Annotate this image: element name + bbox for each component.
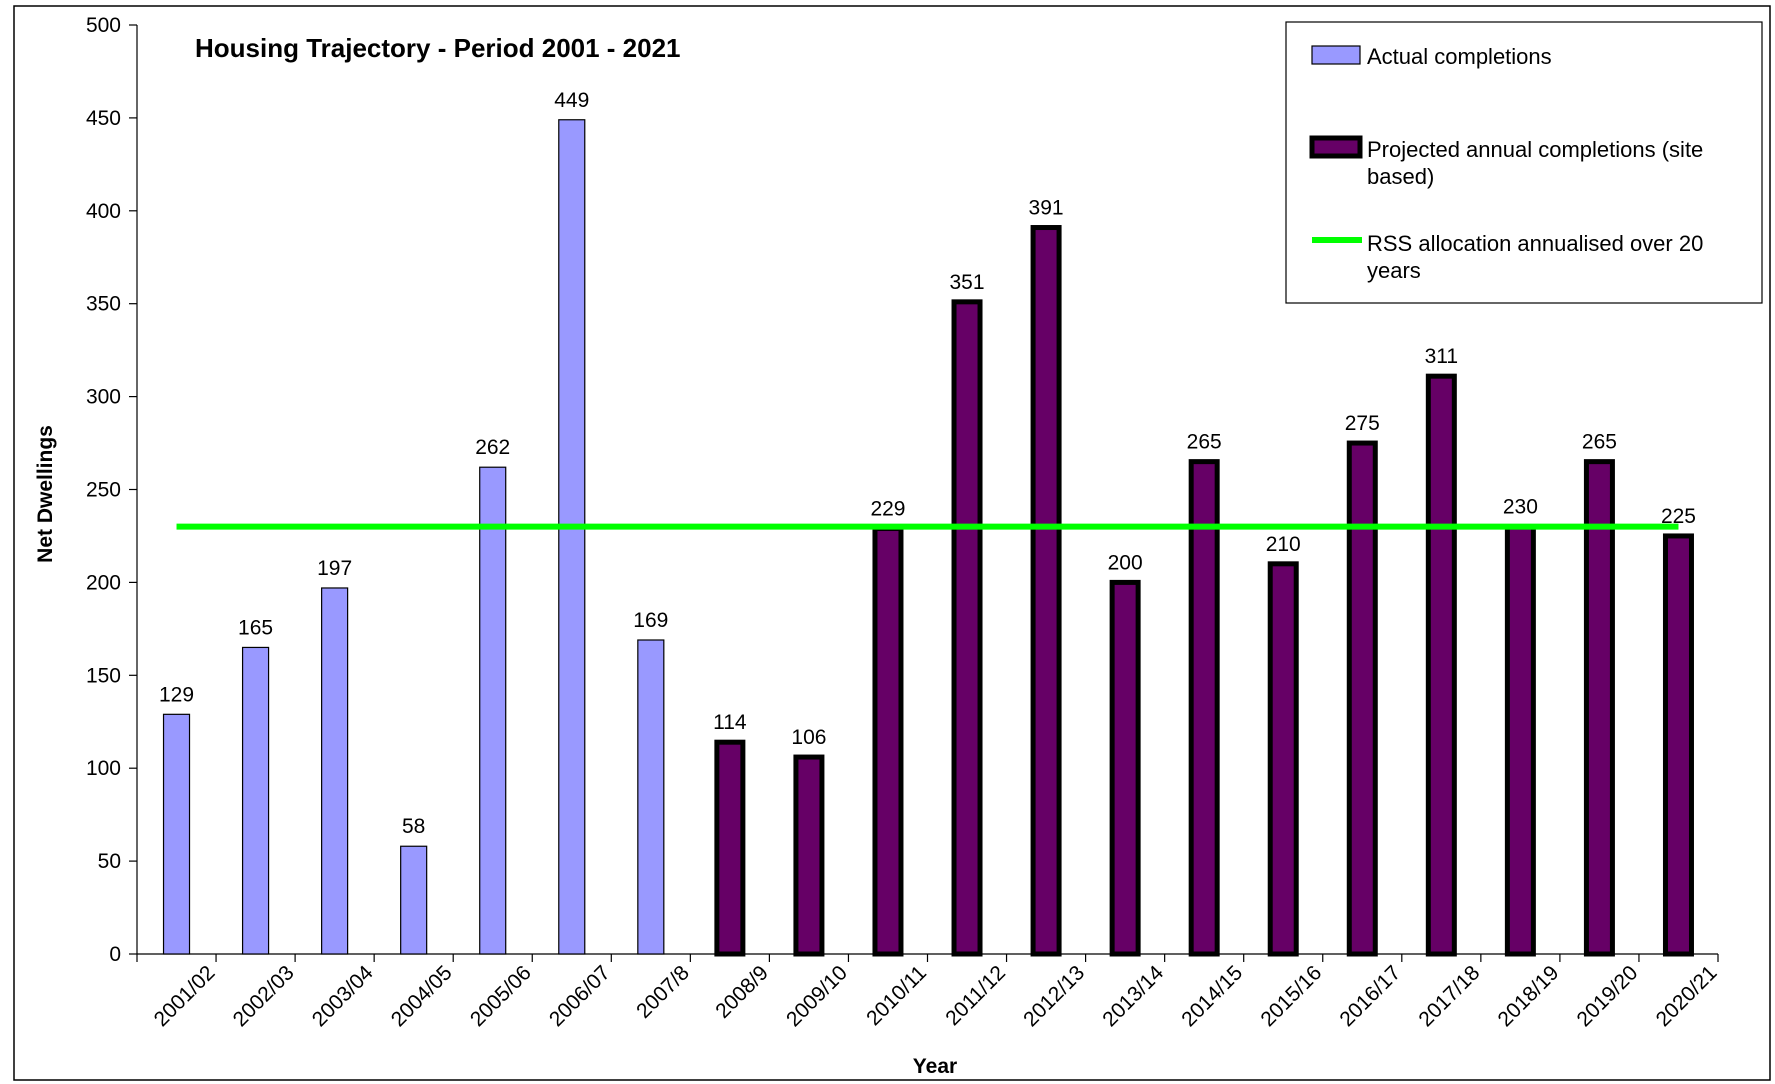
data-label: 265 [1582, 431, 1617, 454]
chart-title: Housing Trajectory - Period 2001 - 2021 [195, 33, 681, 63]
y-tick-label: 250 [86, 479, 121, 502]
y-tick-label: 200 [86, 571, 121, 594]
bars [162, 119, 1694, 957]
projected-completions-bar [1109, 579, 1141, 957]
data-label: 351 [950, 271, 985, 294]
data-label: 165 [238, 616, 273, 639]
y-tick-label: 500 [86, 14, 121, 37]
projected-completions-bar [1267, 561, 1299, 957]
actual-completions-bar [637, 639, 665, 955]
y-tick-label: 100 [86, 757, 121, 780]
data-label: 114 [713, 711, 747, 734]
projected-completions-bar [1030, 225, 1062, 957]
legend-label-rss-line1: RSS allocation annualised over 20 [1367, 231, 1703, 256]
legend-label-projected-line1: Projected annual completions (site [1367, 137, 1703, 162]
actual-completions-bar [241, 646, 270, 955]
data-label: 200 [1108, 551, 1143, 574]
data-label: 106 [791, 726, 826, 749]
y-tick-label: 400 [86, 200, 121, 223]
legend-label-rss: RSS allocation annualised over 20 years [1367, 231, 1709, 283]
data-label: 225 [1661, 505, 1696, 528]
data-label: 229 [870, 498, 905, 521]
data-label: 230 [1503, 496, 1538, 519]
legend-label-projected: Projected annual completions (site based… [1367, 137, 1709, 189]
projected-completions-bar [1425, 373, 1457, 957]
projected-completions-bar [951, 299, 983, 957]
data-label: 311 [1425, 345, 1458, 368]
projected-completions-bar [1583, 459, 1615, 957]
data-label: 265 [1187, 431, 1222, 454]
y-tick-label: 450 [86, 107, 121, 130]
projected-completions-bar [1662, 533, 1694, 957]
y-axis-title: Net Dwellings [34, 425, 57, 563]
data-label: 129 [159, 683, 194, 706]
data-label: 275 [1345, 412, 1380, 435]
y-axis: 0 50 100 150 200 250 300 350 400 450 500 [86, 14, 138, 966]
projected-completions-bar [872, 526, 904, 957]
x-axis-title: Year [913, 1055, 957, 1078]
y-tick-label: 0 [109, 943, 121, 966]
data-label: 262 [475, 436, 510, 459]
y-tick-label: 50 [98, 850, 121, 873]
data-label: 58 [402, 815, 425, 838]
legend-label-actual: Actual completions [1367, 44, 1552, 69]
projected-completions-bar [1504, 524, 1536, 957]
actual-completions-bar [558, 119, 586, 955]
y-tick-label: 350 [86, 293, 121, 316]
legend-label-projected-line2: based) [1367, 164, 1434, 189]
data-labels: 129 165 197 58 262 449 169 114 106 229 351 391 200 26… [159, 89, 1696, 838]
legend-swatch-projected [1309, 135, 1363, 159]
data-label: 449 [554, 89, 589, 112]
actual-completions-bar [162, 713, 191, 955]
legend: Actual completions Projected annual comp… [1285, 21, 1763, 304]
data-label: 391 [1029, 197, 1064, 220]
actual-completions-bar [479, 466, 507, 955]
projected-completions-bar [714, 739, 746, 957]
projected-completions-bar [1188, 459, 1220, 957]
data-label: 210 [1266, 533, 1301, 556]
data-label: 197 [317, 557, 352, 580]
legend-swatch-actual [1311, 45, 1361, 65]
actual-completions-bar [321, 587, 349, 955]
y-tick-label: 300 [86, 386, 121, 409]
actual-completions-bar [400, 845, 428, 955]
y-tick-label: 150 [86, 664, 121, 687]
projected-completions-bar [1346, 440, 1378, 957]
legend-box [1285, 21, 1763, 304]
projected-completions-bar [793, 754, 825, 957]
legend-label-rss-line2: years [1367, 258, 1421, 283]
data-label: 169 [633, 609, 668, 632]
